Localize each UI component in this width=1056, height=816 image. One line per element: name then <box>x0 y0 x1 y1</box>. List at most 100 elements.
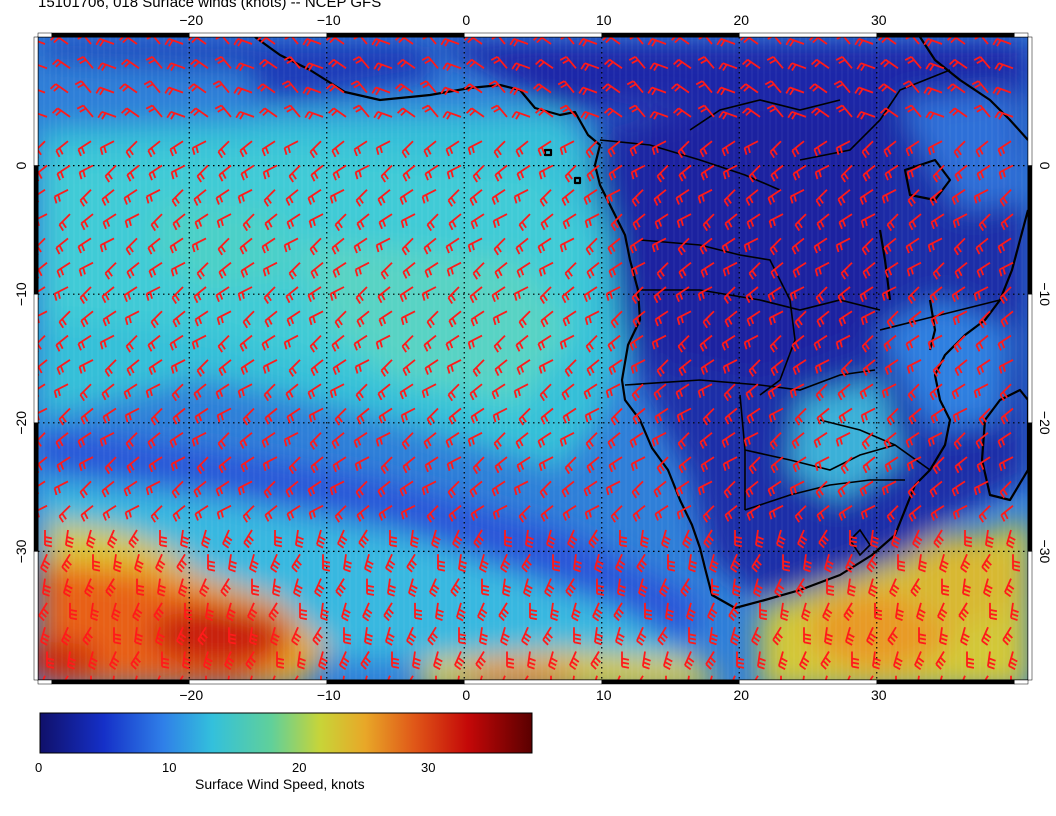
wind-barb-icon <box>748 262 761 280</box>
left-lat-tick-label: −20 <box>13 411 29 435</box>
wind-barb-icon <box>814 164 830 180</box>
wind-barb-icon <box>743 237 759 253</box>
wind-barb-icon <box>594 627 603 646</box>
wind-barb-icon <box>948 107 968 118</box>
wind-barb-icon <box>337 529 348 549</box>
wind-barb-icon <box>285 286 299 304</box>
wind-barb-icon <box>251 578 260 596</box>
wind-barb-icon <box>808 83 828 94</box>
wind-barb-icon <box>38 602 49 622</box>
wind-barb-icon <box>1012 554 1021 572</box>
wind-barb-icon <box>334 310 347 329</box>
wind-barb-icon <box>601 37 621 45</box>
wind-barb-icon <box>302 86 322 96</box>
wind-barb-icon <box>700 359 715 375</box>
wind-barb-icon <box>675 480 690 497</box>
wind-barb-icon <box>573 554 582 573</box>
top-scale-segment <box>326 32 465 38</box>
wind-barb-icon <box>469 189 483 206</box>
wind-barb-icon <box>125 432 138 450</box>
wind-barb-icon <box>427 626 438 646</box>
wind-barb-icon <box>331 237 345 255</box>
wind-barb-icon <box>534 58 554 70</box>
wind-barb-icon <box>99 140 115 156</box>
wind-barb-icon <box>38 112 48 118</box>
wind-barb-icon <box>421 104 439 118</box>
wind-barb-icon <box>845 553 856 573</box>
wind-barb-icon <box>472 359 485 377</box>
wind-barb-icon <box>126 359 140 377</box>
wind-barb-icon <box>632 504 646 522</box>
wind-barb-icon <box>263 383 276 402</box>
wind-barb-icon <box>334 213 347 232</box>
wind-barb-icon <box>877 83 897 94</box>
wind-barb-icon <box>973 286 989 301</box>
wind-barb-icon <box>101 383 115 401</box>
top-scale-segment <box>876 32 1015 38</box>
horn-coast <box>919 37 1028 141</box>
wind-barb-icon <box>371 86 391 96</box>
wind-barb-icon <box>905 432 920 448</box>
colorbar-tick-20: 20 <box>292 760 307 775</box>
wind-barb-icon <box>147 140 161 158</box>
wind-barb-icon <box>492 213 508 228</box>
wind-barb-icon <box>353 140 368 157</box>
wind-barb-icon <box>355 189 368 207</box>
wind-barb-icon <box>768 310 784 326</box>
wind-barb-icon <box>933 529 944 549</box>
wind-barb-icon <box>607 334 621 352</box>
wind-barb-icon <box>65 529 74 549</box>
wind-barb-icon <box>999 383 1012 402</box>
wind-barb-icon <box>191 237 207 253</box>
wind-barb-icon <box>375 431 391 447</box>
wind-barb-icon <box>148 359 163 375</box>
wind-barb-icon <box>111 602 121 622</box>
wind-barb-icon <box>164 38 184 47</box>
wind-barb-icon <box>561 286 575 304</box>
wind-barb-icon <box>578 86 598 96</box>
wind-barb-icon <box>38 334 46 353</box>
wind-barb-icon <box>312 626 323 646</box>
wind-barb-icon <box>794 213 807 232</box>
wind-barb-icon <box>835 334 851 350</box>
wind-barb-icon <box>150 310 163 329</box>
wind-barb-icon <box>166 110 186 120</box>
wind-barb-icon <box>458 554 467 573</box>
wind-barb-icon <box>145 286 161 301</box>
wind-barb-icon <box>99 237 115 253</box>
wind-barb-icon <box>705 651 716 670</box>
country-borders <box>599 69 1001 557</box>
top-scale-segment <box>1014 32 1029 38</box>
wind-barb-icon <box>585 140 598 159</box>
wind-barb-icon <box>102 504 117 521</box>
wind-barb-icon <box>327 107 347 118</box>
wind-barb-icon <box>789 188 805 204</box>
wind-barb-icon <box>905 334 920 351</box>
wind-barb-icon <box>150 213 163 232</box>
wind-barb-icon <box>240 359 255 375</box>
wind-barb-icon <box>356 407 370 425</box>
wind-barb-icon <box>538 456 554 471</box>
wind-barb-icon <box>74 80 92 94</box>
wind-barb-icon <box>929 286 943 304</box>
wind-barb-icon <box>44 530 53 548</box>
wind-barb-icon <box>222 529 233 549</box>
wind-barb-icon <box>854 38 874 47</box>
wind-barb-icon <box>334 407 347 426</box>
wind-barb-icon <box>399 286 414 303</box>
wind-barb-icon <box>400 504 416 520</box>
wind-barb-icon <box>1008 651 1018 670</box>
wind-barb-icon <box>884 456 899 473</box>
wind-barb-icon <box>678 164 692 182</box>
wind-barb-icon <box>686 602 696 622</box>
wind-barb-icon <box>656 456 669 475</box>
wind-barb-icon <box>488 80 506 94</box>
wind-barb-icon <box>702 213 715 232</box>
wind-barb-icon <box>561 383 575 401</box>
wind-barb-icon <box>472 262 485 280</box>
wind-barb-icon <box>145 188 161 204</box>
wind-barb-icon <box>722 359 738 374</box>
wind-barb-icon <box>463 83 483 94</box>
wind-barb-icon <box>895 602 904 621</box>
wind-barb-icon <box>55 334 69 352</box>
